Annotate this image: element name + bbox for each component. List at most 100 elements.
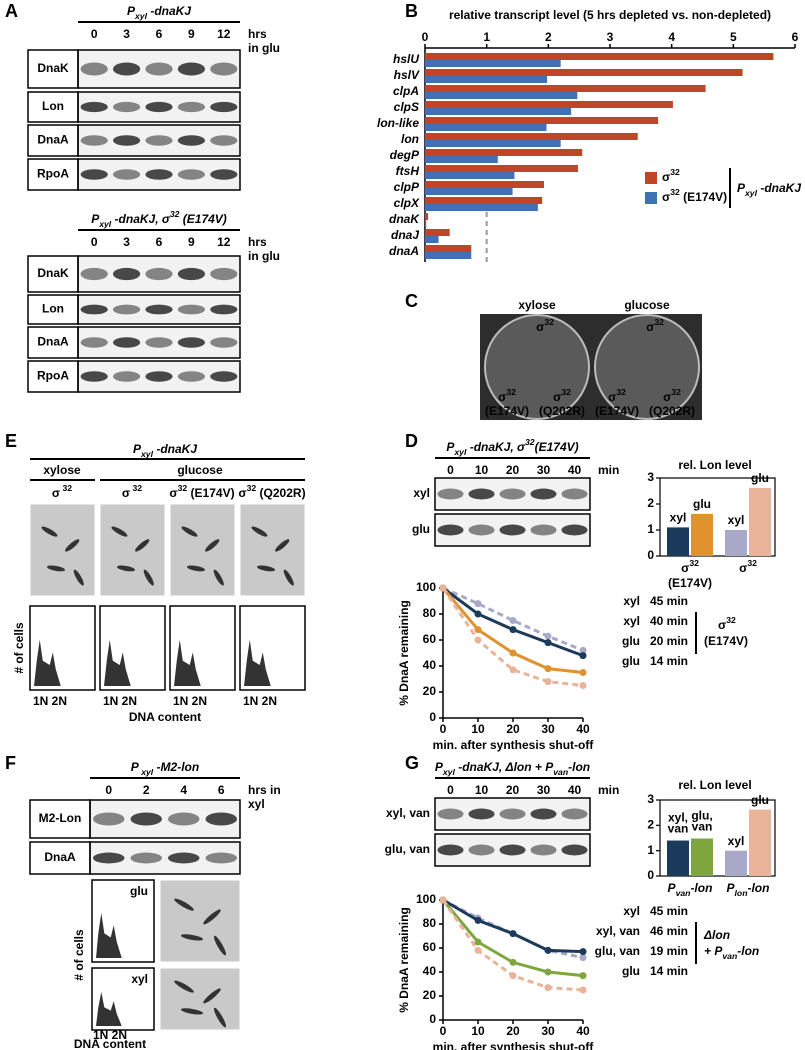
cell [41, 526, 58, 537]
band [112, 267, 141, 281]
series-line [442, 586, 584, 652]
cell [213, 569, 224, 586]
bar [425, 149, 583, 156]
legend-label: xyl [623, 614, 640, 628]
blot-title: P xyl -M2-lon [131, 760, 199, 777]
legend-label: σ32 [662, 167, 680, 184]
x-tick-label: 0 [440, 722, 447, 736]
point [579, 652, 587, 660]
text-run: σ [238, 486, 246, 500]
legend-label: glu, van [595, 944, 640, 958]
category-label: clpX [394, 196, 420, 210]
bar-label: glu, [691, 809, 712, 823]
point [509, 972, 517, 980]
x-tick-label: 6 [792, 30, 799, 44]
point [579, 646, 587, 654]
text-run: (E174V) [535, 440, 579, 454]
y-tick-label: 80 [423, 916, 437, 930]
blot-title: Pxyl -dnaKJ [127, 4, 191, 21]
text-run: σ [662, 170, 670, 184]
band [80, 337, 108, 348]
cell [174, 980, 194, 993]
point [579, 682, 587, 689]
lane-unit: hrs [248, 235, 267, 249]
y-tick-label: 20 [423, 988, 437, 1002]
text-run: σ [662, 190, 670, 204]
point [439, 896, 447, 904]
band [499, 844, 526, 856]
row-label: DnaA [37, 335, 69, 349]
bar [749, 809, 771, 876]
band [145, 371, 173, 382]
legend-label: glu [622, 654, 640, 668]
half-life-label: 20 min [650, 634, 688, 648]
x-tick-label: 1N 2N [173, 694, 207, 708]
category-label: dnaJ [391, 228, 419, 242]
x-axis-label: DNA content [74, 1037, 146, 1050]
medium-label: xylose [518, 298, 556, 312]
x-tick-label: 2 [545, 30, 552, 44]
cell [117, 565, 135, 572]
band [530, 488, 557, 500]
plate [484, 314, 590, 420]
text-run: σ [718, 618, 726, 632]
cell [257, 565, 275, 572]
bar [749, 487, 771, 556]
x-tick-label: 30 [541, 722, 555, 736]
cell [213, 1007, 227, 1028]
column-label: σ32 (Q202R) [238, 483, 305, 500]
lane-label: 9 [188, 235, 195, 249]
x-tick-label: 1N 2N [243, 694, 277, 708]
text-run: van [676, 888, 691, 898]
band [130, 852, 162, 864]
bar [425, 85, 706, 92]
text-run: 32 [525, 437, 535, 447]
band [530, 844, 557, 856]
row-label-box [29, 841, 91, 875]
band [145, 101, 173, 113]
micrograph [169, 503, 236, 597]
text-run: σ [52, 486, 60, 500]
bar [425, 236, 439, 243]
cell [143, 569, 154, 586]
row-label: M2-Lon [39, 811, 82, 825]
text-run: 32 [654, 317, 664, 327]
x-tick-label: 10 [471, 1024, 485, 1038]
bar-label: glu [693, 497, 711, 511]
text-run: P [127, 4, 136, 18]
x-tick-label: 1N 2N [103, 694, 137, 708]
category-label: dnaK [389, 212, 420, 226]
point [474, 610, 482, 618]
point [544, 632, 552, 640]
cell [174, 898, 194, 911]
lane-label: 6 [218, 783, 225, 797]
row-label: xyl [413, 486, 430, 500]
band [468, 808, 495, 820]
cell [205, 539, 220, 552]
row-label-box [27, 124, 79, 157]
x-axis-label: DNA content [129, 710, 201, 724]
point [474, 946, 482, 954]
point [544, 678, 552, 686]
y-tick-label: 100 [416, 580, 436, 594]
x-tick-label: 0 [422, 30, 429, 44]
blot-title: Pxyl -dnaKJ, σ32(E174V) [446, 437, 578, 457]
bar [425, 245, 472, 252]
text-run: 32 [130, 483, 142, 493]
band [468, 844, 495, 856]
point [474, 626, 482, 634]
group-label: (E174V) [668, 576, 712, 590]
text-run: P [668, 881, 677, 895]
band [499, 488, 526, 500]
row-label-box [27, 158, 79, 191]
band [210, 62, 238, 76]
bar-label: xyl [728, 834, 745, 848]
half-life-label: 14 min [650, 964, 688, 978]
row-label: DnaA [44, 850, 76, 864]
y-tick-label: 2 [647, 818, 654, 832]
text-run: -lon [690, 881, 712, 895]
histogram [96, 912, 122, 958]
row-label-box [29, 799, 91, 839]
band [80, 267, 108, 281]
legend-swatch [645, 192, 657, 204]
